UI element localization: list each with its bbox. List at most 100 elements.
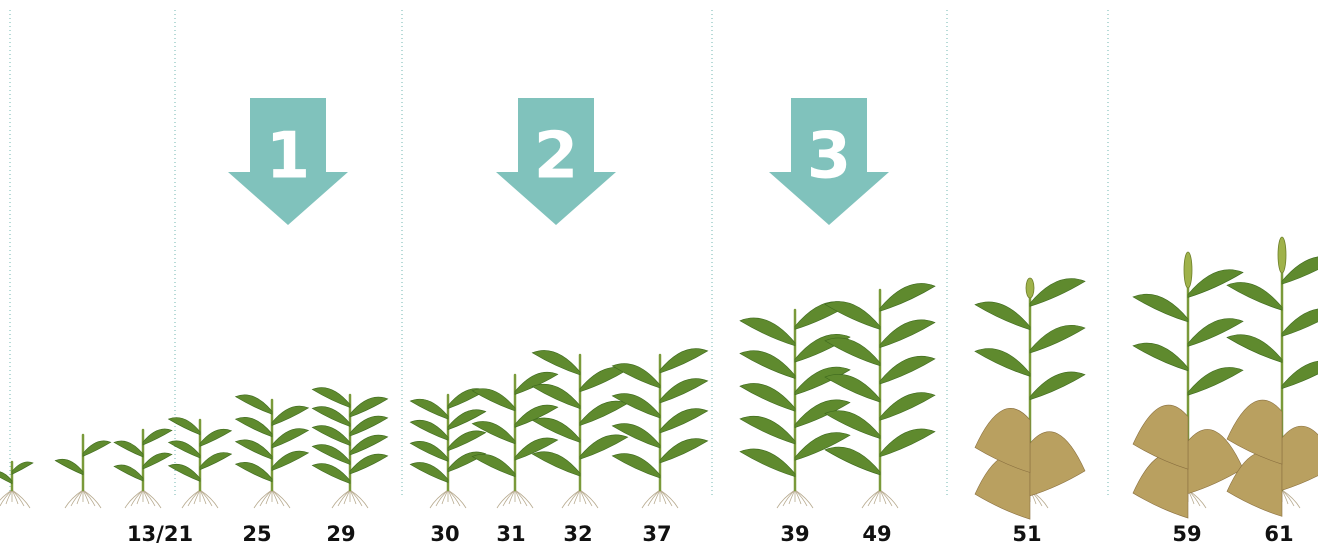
- plant: [825, 283, 935, 508]
- plant-leaf: [236, 440, 273, 459]
- plant-leaf: [1227, 282, 1282, 310]
- plant-leaf: [660, 349, 708, 373]
- plant-root: [0, 490, 12, 508]
- plant: [410, 389, 486, 508]
- plant-leaf: [312, 445, 350, 465]
- plant-leaf: [1030, 372, 1085, 400]
- plant-leaf: [236, 417, 273, 436]
- plant-leaf: [660, 379, 708, 403]
- plant-leaf: [272, 429, 309, 448]
- plant-leaf: [55, 459, 83, 474]
- plant-leaf: [740, 416, 795, 444]
- stage-labels: 13/212529303132373949515961: [127, 522, 1294, 546]
- plant-leaf: [740, 383, 795, 411]
- plant-leaf: [880, 393, 935, 421]
- plant-leaf: [880, 320, 935, 348]
- plant: [0, 462, 33, 508]
- plant-leaf: [1030, 279, 1085, 307]
- plant-leaf: [472, 389, 515, 411]
- plant-leaf: [1282, 426, 1318, 490]
- plant-leaf: [350, 435, 388, 455]
- plant-leaf: [200, 452, 232, 469]
- plant-leaf: [143, 453, 172, 469]
- plant-leaf: [660, 409, 708, 433]
- plant-leaf: [312, 426, 350, 446]
- plant: [236, 395, 309, 508]
- plant-leaf: [143, 429, 172, 445]
- plant-leaf: [114, 441, 143, 457]
- arrow-number: 2: [534, 120, 579, 194]
- plant-leaf: [580, 401, 628, 425]
- plant: [1133, 252, 1243, 518]
- plant-leaf: [1282, 361, 1318, 389]
- plant-leaf: [825, 374, 880, 402]
- stage-label: 59: [1172, 522, 1201, 546]
- plant-leaf: [660, 439, 708, 463]
- stage-label: 49: [862, 522, 891, 546]
- arrow: 2: [496, 98, 616, 225]
- plant-leaf: [880, 429, 935, 457]
- plant-leaf: [532, 350, 580, 374]
- plant-leaf: [1188, 367, 1243, 395]
- plant-leaf: [312, 464, 350, 484]
- plant-leaf: [12, 462, 33, 474]
- plant-ear: [1026, 278, 1034, 298]
- plant-leaf: [740, 449, 795, 477]
- stage-label: 37: [642, 522, 671, 546]
- plant-leaf: [272, 406, 309, 425]
- plant-leaf: [740, 318, 795, 346]
- plant-ear: [1184, 252, 1192, 288]
- stage-label: 61: [1264, 522, 1293, 546]
- plant: [169, 417, 232, 508]
- plant-leaf: [350, 454, 388, 474]
- plant-leaf: [880, 356, 935, 384]
- plant-leaf: [350, 397, 388, 417]
- plant-leaf: [532, 452, 580, 476]
- plant-leaf: [350, 416, 388, 436]
- arrow: 3: [769, 98, 889, 225]
- plant-leaf: [975, 302, 1030, 330]
- plant-leaf: [312, 407, 350, 427]
- plant: [55, 435, 111, 508]
- plant-ear: [1278, 237, 1286, 273]
- stage-label: 29: [326, 522, 355, 546]
- plant-leaf: [200, 429, 232, 446]
- stage-label: 51: [1012, 522, 1041, 546]
- plant-leaf: [236, 462, 273, 481]
- plant-leaf: [975, 349, 1030, 377]
- plant-leaf: [236, 395, 273, 414]
- plant-leaf: [612, 454, 660, 478]
- plant-leaf: [1282, 309, 1318, 337]
- plant-leaf: [169, 464, 201, 481]
- stage-label: 31: [496, 522, 525, 546]
- arrow: 1: [228, 98, 348, 225]
- plant-leaf: [825, 447, 880, 475]
- plant-leaf: [448, 431, 486, 451]
- plant-leaf: [312, 388, 350, 408]
- stage-label: 13/21: [127, 522, 193, 546]
- growth-stage-diagram: 1 2 3 13/212529303132373949515961: [0, 0, 1318, 549]
- plant-leaf: [880, 283, 935, 311]
- stage-label: 25: [242, 522, 271, 546]
- stage-label: 39: [780, 522, 809, 546]
- plant-leaf: [169, 417, 201, 434]
- plant-leaf: [410, 399, 448, 419]
- plant-leaf: [1133, 294, 1188, 322]
- plant-leaf: [472, 454, 515, 476]
- plant-leaf: [114, 465, 143, 481]
- plant-leaf: [83, 441, 111, 456]
- plant-leaf: [740, 351, 795, 379]
- plant-leaf: [532, 384, 580, 408]
- plant: [1227, 237, 1318, 516]
- plant-leaf: [1030, 432, 1085, 496]
- plant: [312, 388, 388, 508]
- arrow-number: 3: [807, 120, 852, 194]
- plant-leaf: [1133, 343, 1188, 371]
- plant-leaf: [1282, 256, 1318, 284]
- plant: [975, 278, 1085, 519]
- plant-leaf: [410, 420, 448, 440]
- arrow-number: 1: [266, 120, 311, 194]
- stage-label: 32: [563, 522, 592, 546]
- plants: [0, 237, 1318, 519]
- plant-leaf: [0, 471, 12, 483]
